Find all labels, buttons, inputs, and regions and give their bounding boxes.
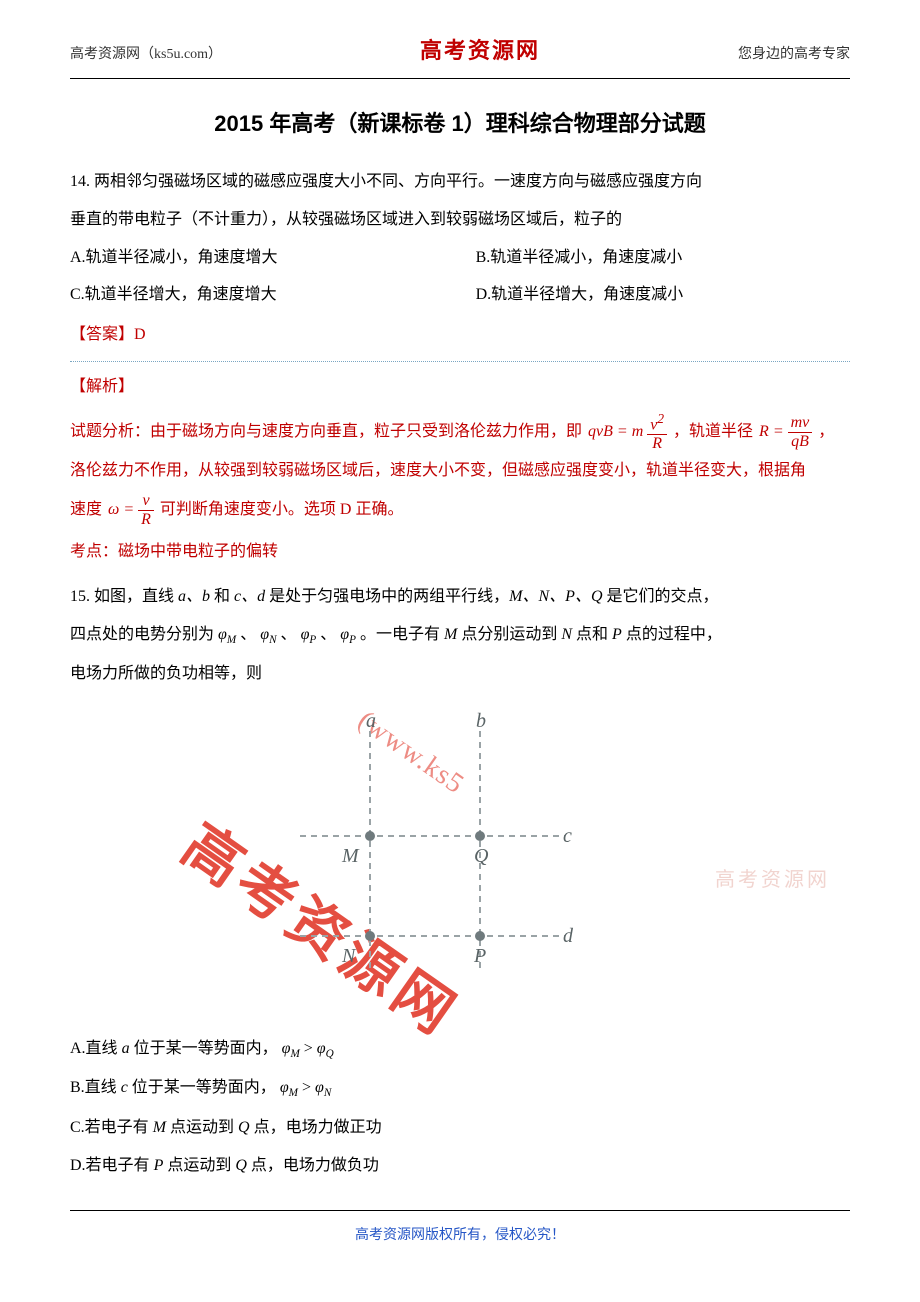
denominator: R xyxy=(138,511,154,529)
q15-stem-line3: 电场力所做的负功相等，则 xyxy=(70,659,850,689)
svg-text:b: b xyxy=(476,710,486,732)
svg-text:c: c xyxy=(563,825,572,847)
numerator: mv xyxy=(788,414,813,433)
lhs: ω = xyxy=(108,501,134,518)
numerator: v xyxy=(138,492,154,511)
numerator: v2 xyxy=(647,412,667,435)
q15-diagram: a b c d M Q N P xyxy=(280,706,580,986)
lhs: qvB = m xyxy=(588,423,643,440)
svg-text:P: P xyxy=(473,945,486,967)
svg-text:M: M xyxy=(341,845,360,867)
q14-option-c: C.轨道半径增大，角速度增大 xyxy=(70,280,476,310)
header-left: 高考资源网（ks5u.com） xyxy=(70,42,222,69)
text: ，轨道半径 xyxy=(673,423,753,440)
q14-explain-line1: 试题分析：由于磁场方向与速度方向垂直，粒子只受到洛伦兹力作用，即 qvB = m… xyxy=(70,412,850,453)
denominator: R xyxy=(647,435,667,453)
formula-r: R = mv qB xyxy=(759,414,812,450)
text: ， xyxy=(818,423,834,440)
header-right: 您身边的高考专家 xyxy=(738,42,850,69)
fraction: v R xyxy=(138,492,154,528)
phi-p: φP xyxy=(301,626,317,643)
q14-options-row1: A.轨道半径减小，角速度增大 B.轨道半径减小，角速度减小 xyxy=(70,243,850,273)
phi-m: φM xyxy=(218,626,236,643)
page-header: 高考资源网（ks5u.com） 高考资源网 您身边的高考专家 xyxy=(70,30,850,79)
fraction: mv qB xyxy=(788,414,813,450)
document-title: 2015 年高考（新课标卷 1）理科综合物理部分试题 xyxy=(70,103,850,145)
formula-qvb: qvB = m v2 R xyxy=(588,412,667,453)
text: 可判断角速度变小。选项 D 正确。 xyxy=(160,501,404,518)
q14-option-b: B.轨道半径减小，角速度减小 xyxy=(476,243,850,273)
text: 试题分析：由于磁场方向与速度方向垂直，粒子只受到洛伦兹力作用，即 xyxy=(70,423,582,440)
denominator: qB xyxy=(788,433,813,451)
footer-text: 高考资源网版权所有，侵权必究！ xyxy=(70,1211,850,1250)
q15-option-b: B.直线 c 位于某一等势面内， φM > φN xyxy=(70,1073,850,1104)
q14-stem-line2: 垂直的带电粒子（不计重力），从较强磁场区域进入到较弱磁场区域后，粒子的 xyxy=(70,205,850,235)
svg-text:d: d xyxy=(563,925,574,947)
q14-option-d: D.轨道半径增大，角速度减小 xyxy=(476,280,850,310)
formula-omega: ω = v R xyxy=(108,492,154,528)
text: 速度 xyxy=(70,501,102,518)
fraction: v2 R xyxy=(647,412,667,453)
q14-topic: 考点：磁场中带电粒子的偏转 xyxy=(70,537,850,567)
watermark-side: 高考资源网 xyxy=(715,861,830,899)
divider xyxy=(70,361,850,362)
header-logo-text: 高考资源网 xyxy=(420,30,540,72)
q14-explain-head: 【解析】 xyxy=(70,372,850,402)
q14-explain-line2: 洛伦兹力不作用，从较强到较弱磁场区域后，速度大小不变，但磁感应强度变小，轨道半径… xyxy=(70,452,850,490)
q15-option-a: A.直线 a 位于某一等势面内， φM > φQ xyxy=(70,1034,850,1065)
q14-answer: 【答案】D xyxy=(70,320,850,350)
q14-stem-line1: 14. 两相邻匀强磁场区域的磁感应强度大小不同、方向平行。一速度方向与磁感应强度… xyxy=(70,167,850,197)
q15-figure: (www.ks5 高考资源网 高考资源网 abcdMQNP xyxy=(70,706,850,1006)
q14-option-a: A.轨道半径减小，角速度增大 xyxy=(70,243,476,273)
q14-options-row2: C.轨道半径增大，角速度增大 D.轨道半径增大，角速度减小 xyxy=(70,280,850,310)
page: 高考资源网（ks5u.com） 高考资源网 您身边的高考专家 2015 年高考（… xyxy=(0,0,920,1269)
phi-p2: φP xyxy=(340,626,356,643)
svg-text:Q: Q xyxy=(474,845,489,867)
svg-text:N: N xyxy=(341,945,357,967)
q15-option-d: D.若电子有 P 点运动到 Q 点，电场力做负功 xyxy=(70,1151,850,1181)
q15-stem-line2: 四点处的电势分别为 φM 、 φN 、 φP 、 φP 。一电子有 M 点分别运… xyxy=(70,620,850,651)
q15-option-c: C.若电子有 M 点运动到 Q 点，电场力做正功 xyxy=(70,1113,850,1143)
phi-n: φN xyxy=(260,626,276,643)
q15-stem-line1: 15. 如图，直线 a、b 和 c、d 是处于匀强电场中的两组平行线，M、N、P… xyxy=(70,582,850,612)
svg-text:a: a xyxy=(366,710,376,732)
q14-explain-line3: 速度 ω = v R 可判断角速度变小。选项 D 正确。 xyxy=(70,491,850,529)
lhs: R = xyxy=(759,423,784,440)
q14-explain-body: 试题分析：由于磁场方向与速度方向垂直，粒子只受到洛伦兹力作用，即 qvB = m… xyxy=(70,412,850,529)
